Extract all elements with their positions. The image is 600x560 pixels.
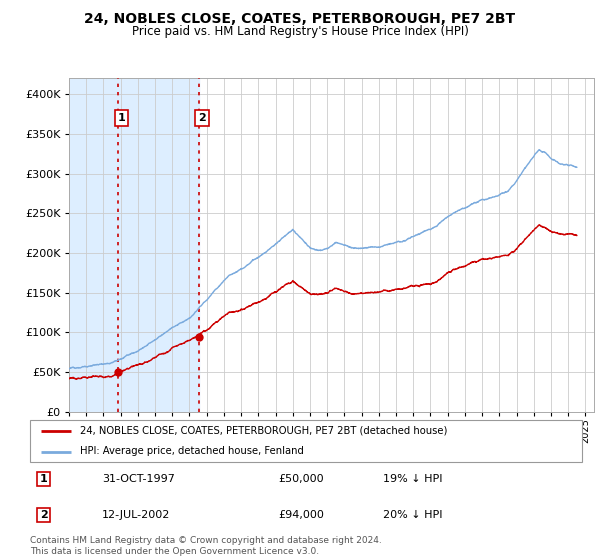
Text: 31-OCT-1997: 31-OCT-1997 — [102, 474, 175, 484]
Text: 1: 1 — [117, 113, 125, 123]
Text: 24, NOBLES CLOSE, COATES, PETERBOROUGH, PE7 2BT (detached house): 24, NOBLES CLOSE, COATES, PETERBOROUGH, … — [80, 426, 447, 436]
Text: 20% ↓ HPI: 20% ↓ HPI — [383, 510, 443, 520]
Bar — [118, 78, 199, 412]
Text: 19% ↓ HPI: 19% ↓ HPI — [383, 474, 443, 484]
Text: 1: 1 — [40, 474, 47, 484]
Text: 12-JUL-2002: 12-JUL-2002 — [102, 510, 170, 520]
Bar — [69, 78, 118, 412]
Text: Contains HM Land Registry data © Crown copyright and database right 2024.
This d: Contains HM Land Registry data © Crown c… — [30, 536, 382, 556]
Text: HPI: Average price, detached house, Fenland: HPI: Average price, detached house, Fenl… — [80, 446, 304, 456]
Text: £94,000: £94,000 — [278, 510, 324, 520]
Text: 2: 2 — [40, 510, 47, 520]
Text: £50,000: £50,000 — [278, 474, 324, 484]
Text: 2: 2 — [198, 113, 206, 123]
FancyBboxPatch shape — [30, 420, 582, 462]
Text: 24, NOBLES CLOSE, COATES, PETERBOROUGH, PE7 2BT: 24, NOBLES CLOSE, COATES, PETERBOROUGH, … — [85, 12, 515, 26]
Text: Price paid vs. HM Land Registry's House Price Index (HPI): Price paid vs. HM Land Registry's House … — [131, 25, 469, 38]
